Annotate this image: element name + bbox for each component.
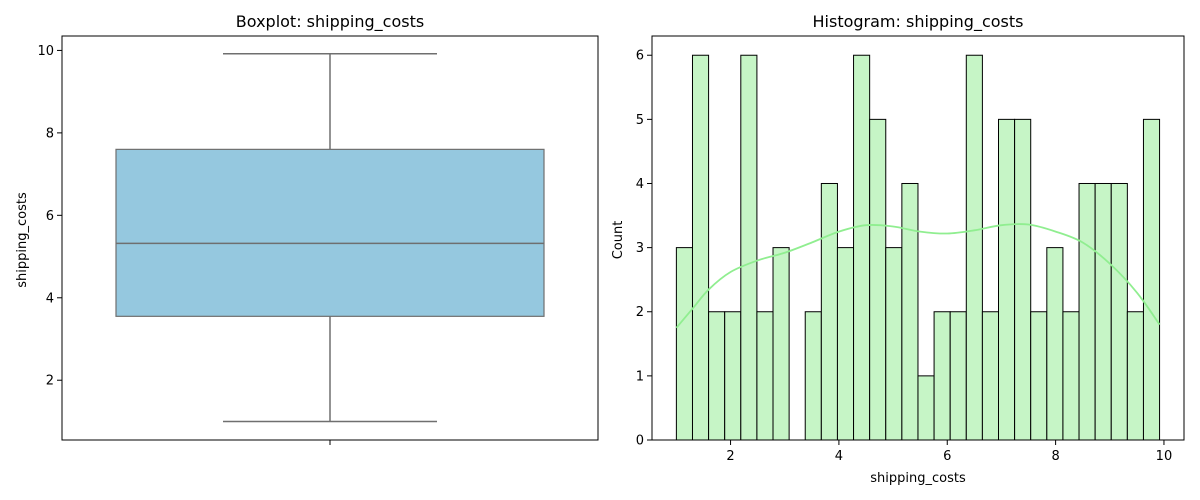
histogram-bar [836, 247, 855, 441]
boxplot-y-tick-label: 6 [46, 209, 54, 224]
histogram-bar [917, 375, 935, 441]
histogram-bar [853, 54, 871, 441]
histogram-bar [949, 311, 967, 441]
histogram-bar [1046, 247, 1064, 441]
histogram-bar [740, 54, 758, 441]
histogram-y-tick-label: 5 [636, 113, 644, 128]
histogram-bar [804, 311, 822, 441]
histogram-y-tick-label: 4 [636, 177, 644, 192]
boxplot-y-tick-label: 2 [46, 374, 54, 389]
histogram-y-tick-label: 0 [636, 434, 644, 449]
boxplot-axes-frame [61, 35, 599, 441]
histogram-bar [998, 118, 1016, 441]
boxplot-y-tick-label: 4 [46, 291, 54, 306]
histogram-kde-line [675, 223, 1161, 329]
histogram-x-tick-label: 2 [726, 449, 734, 464]
histogram-bar [1014, 118, 1032, 441]
boxplot-y-ticks: 2 4 6 8 10 [37, 44, 62, 389]
histogram-bar [1126, 311, 1144, 441]
histogram-x-tick-label: 10 [1156, 449, 1173, 464]
histogram-x-tick-label: 6 [943, 449, 951, 464]
histogram-bar [1030, 311, 1048, 441]
histogram-bar [691, 54, 710, 441]
histogram-y-tick-label: 6 [636, 49, 644, 64]
histogram-bar [708, 311, 726, 441]
histogram-bar [724, 311, 742, 441]
histogram-bar [901, 182, 919, 441]
histogram-x-ticks: 2 4 6 8 10 [726, 440, 1172, 464]
histogram-bar [1142, 118, 1161, 441]
histogram-bar [981, 311, 1000, 441]
histogram-bars [675, 54, 1161, 441]
histogram-panel: Histogram: shipping_costs Count shipping… [611, 12, 1185, 486]
histogram-bar [1062, 311, 1080, 441]
boxplot-y-tick-label: 10 [37, 44, 54, 59]
histogram-y-tick-label: 2 [636, 305, 644, 320]
histogram-axes-frame [651, 35, 1185, 441]
histogram-bar [756, 311, 774, 441]
boxplot-box [115, 148, 545, 317]
histogram-bar [675, 247, 693, 441]
histogram-bar [1078, 182, 1096, 441]
histogram-bar [772, 247, 790, 441]
histogram-x-tick-label: 8 [1051, 449, 1059, 464]
histogram-xlabel: shipping_costs [870, 471, 966, 486]
boxplot-panel: Boxplot: shipping_costs shipping_costs 2… [15, 12, 599, 445]
histogram-x-tick-label: 4 [835, 449, 843, 464]
histogram-bar [965, 54, 983, 441]
histogram-kde [675, 223, 1161, 329]
boxplot-ylabel: shipping_costs [15, 192, 30, 288]
histogram-bar [885, 247, 903, 441]
histogram-ylabel: Count [611, 221, 626, 260]
histogram-y-tick-label: 1 [636, 369, 644, 384]
histogram-bar [1094, 182, 1112, 441]
boxplot-y-tick-label: 8 [46, 126, 54, 141]
boxplot-title: Boxplot: shipping_costs [236, 12, 424, 32]
histogram-bar [933, 311, 951, 441]
histogram-bar [1110, 182, 1128, 441]
histogram-bar [820, 182, 838, 441]
histogram-bar [869, 118, 887, 441]
boxplot-marks [115, 52, 545, 423]
histogram-y-tick-label: 3 [636, 241, 644, 256]
histogram-title: Histogram: shipping_costs [813, 12, 1024, 32]
histogram-y-ticks: 0 1 2 3 4 5 6 [636, 49, 652, 449]
